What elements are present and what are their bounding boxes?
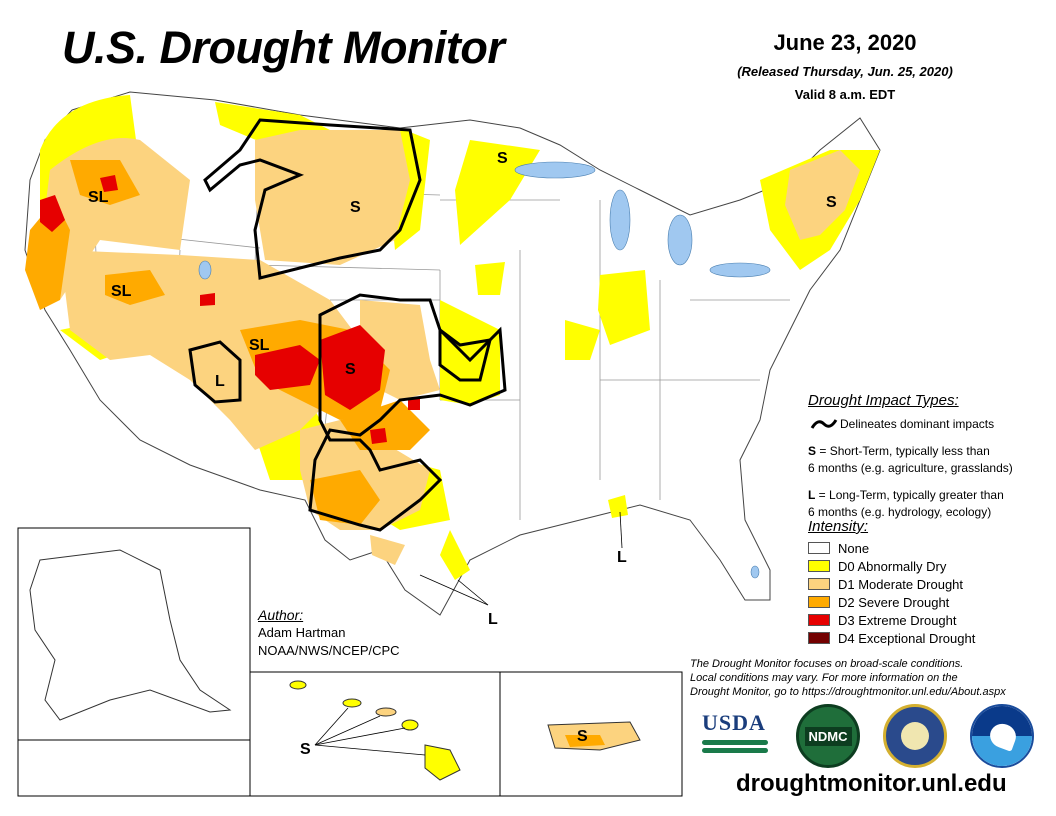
author-block: Author: Adam Hartman NOAA/NWS/NCEP/CPC [258,606,400,660]
label-s-hawaii: S [300,741,311,758]
intensity-label: D0 Abnormally Dry [838,558,947,574]
note-line-3: Drought Monitor, go to https://droughtmo… [690,686,1006,698]
label-s-puerto-rico: S [577,728,588,745]
intensity-legend: Intensity: None D0 Abnormally Dry D1 Moder… [808,518,1048,647]
commerce-seal-icon [883,704,947,768]
long-term-text-1: = Long-Term, typically greater than [815,488,1004,502]
noaa-logo-icon [970,704,1034,768]
short-term-key: S [808,444,817,458]
author-org: NOAA/NWS/NCEP/CPC [258,643,400,658]
intensity-label: None [838,540,870,556]
intensity-label: D4 Exceptional Drought [838,630,976,646]
impact-types-heading: Drought Impact Types: [808,392,959,409]
ndmc-logo: NDMC [796,704,860,768]
long-term-text-2: 6 months (e.g. hydrology, ecology) [808,505,992,519]
intensity-swatch [808,542,830,554]
intensity-item: D0 Abnormally Dry [808,557,1048,575]
intensity-list: None D0 Abnormally Dry D1 Moderate Drought… [808,539,1048,647]
intensity-item: D4 Exceptional Drought [808,629,1048,647]
label-l-arizona: L [215,373,225,390]
intensity-label: D1 Moderate Drought [838,576,964,592]
label-sl-oregon: SL [88,189,109,206]
delineates-label: Delineates dominant impacts [840,417,995,431]
intensity-item: D3 Extreme Drought [808,611,1048,629]
puerto-rico-d2 [565,735,605,747]
intensity-item: D2 Severe Drought [808,593,1048,611]
author-name: Adam Hartman [258,625,346,640]
hawaii-islands [289,680,461,781]
label-s-minnesota: S [497,150,508,167]
intensity-swatch [808,578,830,590]
intensity-label: D3 Extreme Drought [838,612,957,628]
label-sl-colorado: SL [249,337,270,354]
usda-logo-text: USDA [702,710,766,735]
intensity-swatch [808,560,830,572]
intensity-heading: Intensity: [808,518,869,535]
long-term-desc: L = Long-Term, typically greater than 6 … [808,487,1048,521]
site-url[interactable]: droughtmonitor.unl.edu [736,770,1007,797]
note-line-2: Local conditions may vary. For more info… [690,672,958,684]
impact-lines [188,118,507,532]
valid-time: Valid 8 a.m. EDT [794,87,896,102]
intensity-swatch [808,614,830,626]
label-l-louisiana: L [617,549,627,566]
label-s-montana: S [350,199,361,216]
intensity-item: D1 Moderate Drought [808,575,1048,593]
page-title: U.S. Drought Monitor [62,22,505,73]
hawaii-pointers [314,707,426,756]
short-term-text-2: 6 months (e.g. agriculture, grasslands) [808,461,1013,475]
long-term-key: L [808,488,816,502]
short-term-text-1: = Short-Term, typically less than [816,444,990,458]
impact-types-legend: Drought Impact Types: Delineates dominan… [808,392,1048,531]
short-term-desc: S = Short-Term, typically less than 6 mo… [808,443,1048,477]
label-s-maine: S [826,194,837,211]
label-l-texas: L [488,611,498,628]
release-date: (Released Thursday, Jun. 25, 2020) [737,64,953,79]
info-note: The Drought Monitor focuses on broad-sca… [690,657,1040,699]
map-date: June 23, 2020 [773,30,917,55]
usda-logo: USDA [702,710,768,758]
intensity-swatch [808,596,830,608]
d3-areas [40,175,420,444]
label-sl-nevada: SL [111,283,132,300]
note-line-1: The Drought Monitor focuses on broad-sca… [690,658,964,670]
intensity-swatch [808,632,830,644]
delineates-row: Delineates dominant impacts [808,417,1048,431]
lakes [198,161,771,579]
alaska-shape [29,549,232,721]
label-s-colorado: S [345,361,356,378]
texas-pointers [419,511,623,606]
ndmc-logo-text: NDMC [804,726,852,746]
intensity-item: None [808,539,1048,557]
intensity-label: D2 Severe Drought [838,594,950,610]
impact-line-icon [810,419,838,429]
author-heading: Author: [258,607,304,623]
